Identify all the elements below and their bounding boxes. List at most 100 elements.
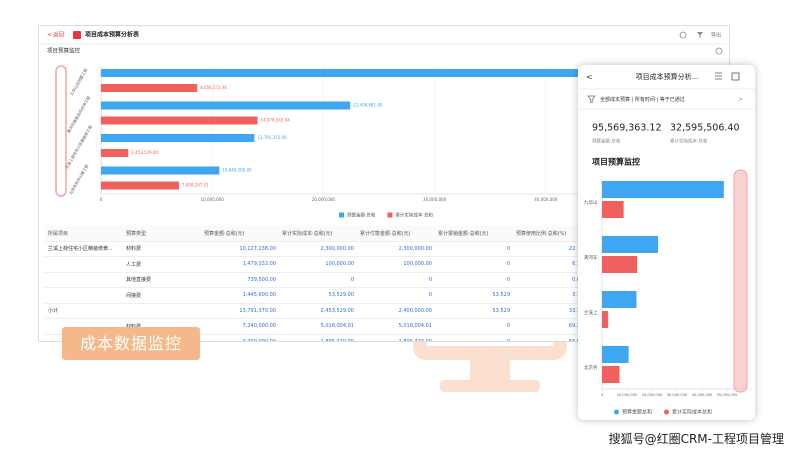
table-cell: 0: [435, 256, 513, 273]
bar: [101, 101, 351, 110]
column-header: 所属项目: [45, 226, 123, 242]
table-cell: 5,018,004.01: [279, 318, 357, 335]
mobile-title: 项目成本预算分析...: [636, 72, 699, 81]
table-cell: 其他直接费: [123, 272, 201, 288]
table-cell: 0: [435, 241, 513, 257]
export-button[interactable]: 导出: [711, 32, 721, 39]
filter-arrow[interactable]: >: [738, 96, 743, 103]
table-cell: 兰溪上荷住宅小区精装修黄...: [45, 241, 123, 257]
table-cell: 10,127,238.00: [201, 241, 279, 257]
table-cell: [45, 256, 123, 273]
total-cost: 32,595,506.40: [670, 123, 740, 134]
bar: [101, 149, 129, 157]
table-cell: 2,300,000.00: [279, 241, 357, 257]
back-arrow[interactable]: <: [47, 32, 52, 39]
mobile-back[interactable]: <: [586, 73, 593, 82]
table-cell: 小计: [45, 303, 123, 319]
bar: [602, 346, 629, 363]
bar: [101, 134, 255, 142]
bar: [101, 116, 258, 125]
table-cell: 1,895,320.00: [279, 334, 357, 341]
back-button[interactable]: 返回: [53, 32, 65, 39]
budget-table: 所属项目 预算类型 预算金额·总和(元) 累计实际成本·总和(元) 累计付款金额·总和(…: [45, 226, 591, 341]
table-cell: 0: [279, 272, 357, 288]
table-cell: 1,479,032.00: [201, 256, 279, 273]
bar: [602, 181, 724, 198]
legend-label: 预算金额·总和: [347, 212, 376, 219]
data-label: 7,008,287.01: [182, 183, 209, 188]
total-budget: 95,569,363.12: [592, 123, 662, 134]
table-row: 材料费7,240,000.005,018,004.015,018,004.010…: [45, 318, 591, 335]
column-header: 累计报销金额·总和(元): [435, 226, 513, 242]
table-row: 人工费1,479,032.00100,000.00100,000.0006.76…: [45, 256, 591, 273]
feature-badge: 成本数据监控: [62, 327, 200, 360]
budget-chart: 0 10,000,000 20,000,000 30,000,000 40,000,00…: [55, 65, 657, 219]
bar: [101, 69, 643, 77]
table-row: 兰溪上荷住宅小区精装修黄... 材料费 10,127,238.00 2,300,000…: [45, 241, 591, 257]
x-tick-label: 40,000,000: [534, 197, 558, 202]
table-cell: 间接费: [123, 287, 201, 304]
legend-swatch: [339, 212, 344, 218]
bar: [101, 84, 198, 92]
x-tick-label: 20,000,000: [642, 393, 663, 397]
table-cell: 13,791,370.00: [201, 303, 279, 319]
table-cell: 7,240,000.00: [201, 318, 279, 335]
table-cell: 53,529: [435, 303, 513, 319]
x-tick-label: 0: [601, 393, 604, 397]
y-tick-label: 北京务: [584, 364, 598, 371]
bar: [602, 256, 638, 273]
refresh-icon[interactable]: [679, 31, 687, 39]
table-cell: 53,529: [435, 287, 513, 304]
window-header: < 返回 项目成本预算分析表 导出 项目预算监控: [39, 31, 729, 55]
table-cell: [45, 272, 123, 288]
table-cell: 0: [435, 318, 513, 335]
data-label: 13,791,372.00: [257, 135, 287, 140]
bar: [602, 236, 659, 253]
x-tick-label: 30,000,000: [667, 393, 688, 397]
filter-icon[interactable]: [697, 32, 703, 38]
bar: [602, 201, 624, 218]
bar: [101, 166, 220, 175]
table-cell: 5,018,004.01: [357, 318, 435, 335]
filter-icon[interactable]: [587, 95, 596, 103]
table-cell: 0: [435, 272, 513, 288]
y-tick-label: 九华山庄别墅工程: [69, 67, 89, 96]
bar: [602, 311, 609, 328]
watermark: 搜狐号@红圈CRM-工程项目管理: [608, 432, 784, 446]
table-cell: 1,445,600.00: [201, 287, 279, 304]
mobile-panel: < 项目成本预算分析... 全部成本预算 | 所有时间 | 等于已通过 > 95…: [578, 65, 755, 420]
mobile-view: < 项目成本预算分析... 全部成本预算 | 所有时间 | 等于已通过 > 95…: [578, 72, 755, 416]
table-cell: 100,000.00: [357, 256, 435, 273]
table-cell: 2,453,529.00: [279, 303, 357, 319]
y-tick-label: 北京务实办公楼工程: [68, 163, 90, 195]
data-label: 2,453,529.00: [131, 150, 158, 155]
list-icon[interactable]: [715, 72, 722, 80]
section-title: 项目预算监控: [47, 47, 81, 55]
range-slider[interactable]: [55, 65, 67, 197]
data-label: 10,640,200.00: [222, 168, 252, 173]
table-cell: [123, 303, 201, 319]
legend-swatch: [387, 212, 393, 218]
window-title: 项目成本预算分析表: [85, 31, 140, 39]
table-icon[interactable]: [731, 72, 740, 81]
bar: [101, 181, 179, 190]
table-cell: 739,500.00: [201, 272, 279, 288]
mobile-filter[interactable]: 全部成本预算 | 所有时间 | 等于已通过: [600, 96, 685, 103]
bar: [602, 291, 637, 308]
data-label: 22,408,681.80: [353, 103, 383, 108]
column-header: 累计实际成本·总和(元): [279, 226, 357, 242]
table-cell: 2,400,000.00: [357, 303, 435, 319]
total-cost-label: 累计实际成本·总和: [670, 138, 708, 145]
data-label: 8,656,572.36: [200, 85, 227, 90]
table-cell: 0: [357, 272, 435, 288]
range-slider[interactable]: [733, 169, 748, 393]
settings-icon[interactable]: [715, 47, 723, 55]
legend-swatch: [614, 409, 619, 415]
table-row: 小计 13,791,370.00 2,453,529.00 2,400,000.00 5…: [45, 303, 591, 319]
y-tick-label: 兰溪上: [584, 309, 598, 316]
table-cell: 100,000.00: [279, 256, 357, 273]
legend-label: 累计实际成本总和: [672, 409, 712, 416]
table-cell: [45, 287, 123, 304]
